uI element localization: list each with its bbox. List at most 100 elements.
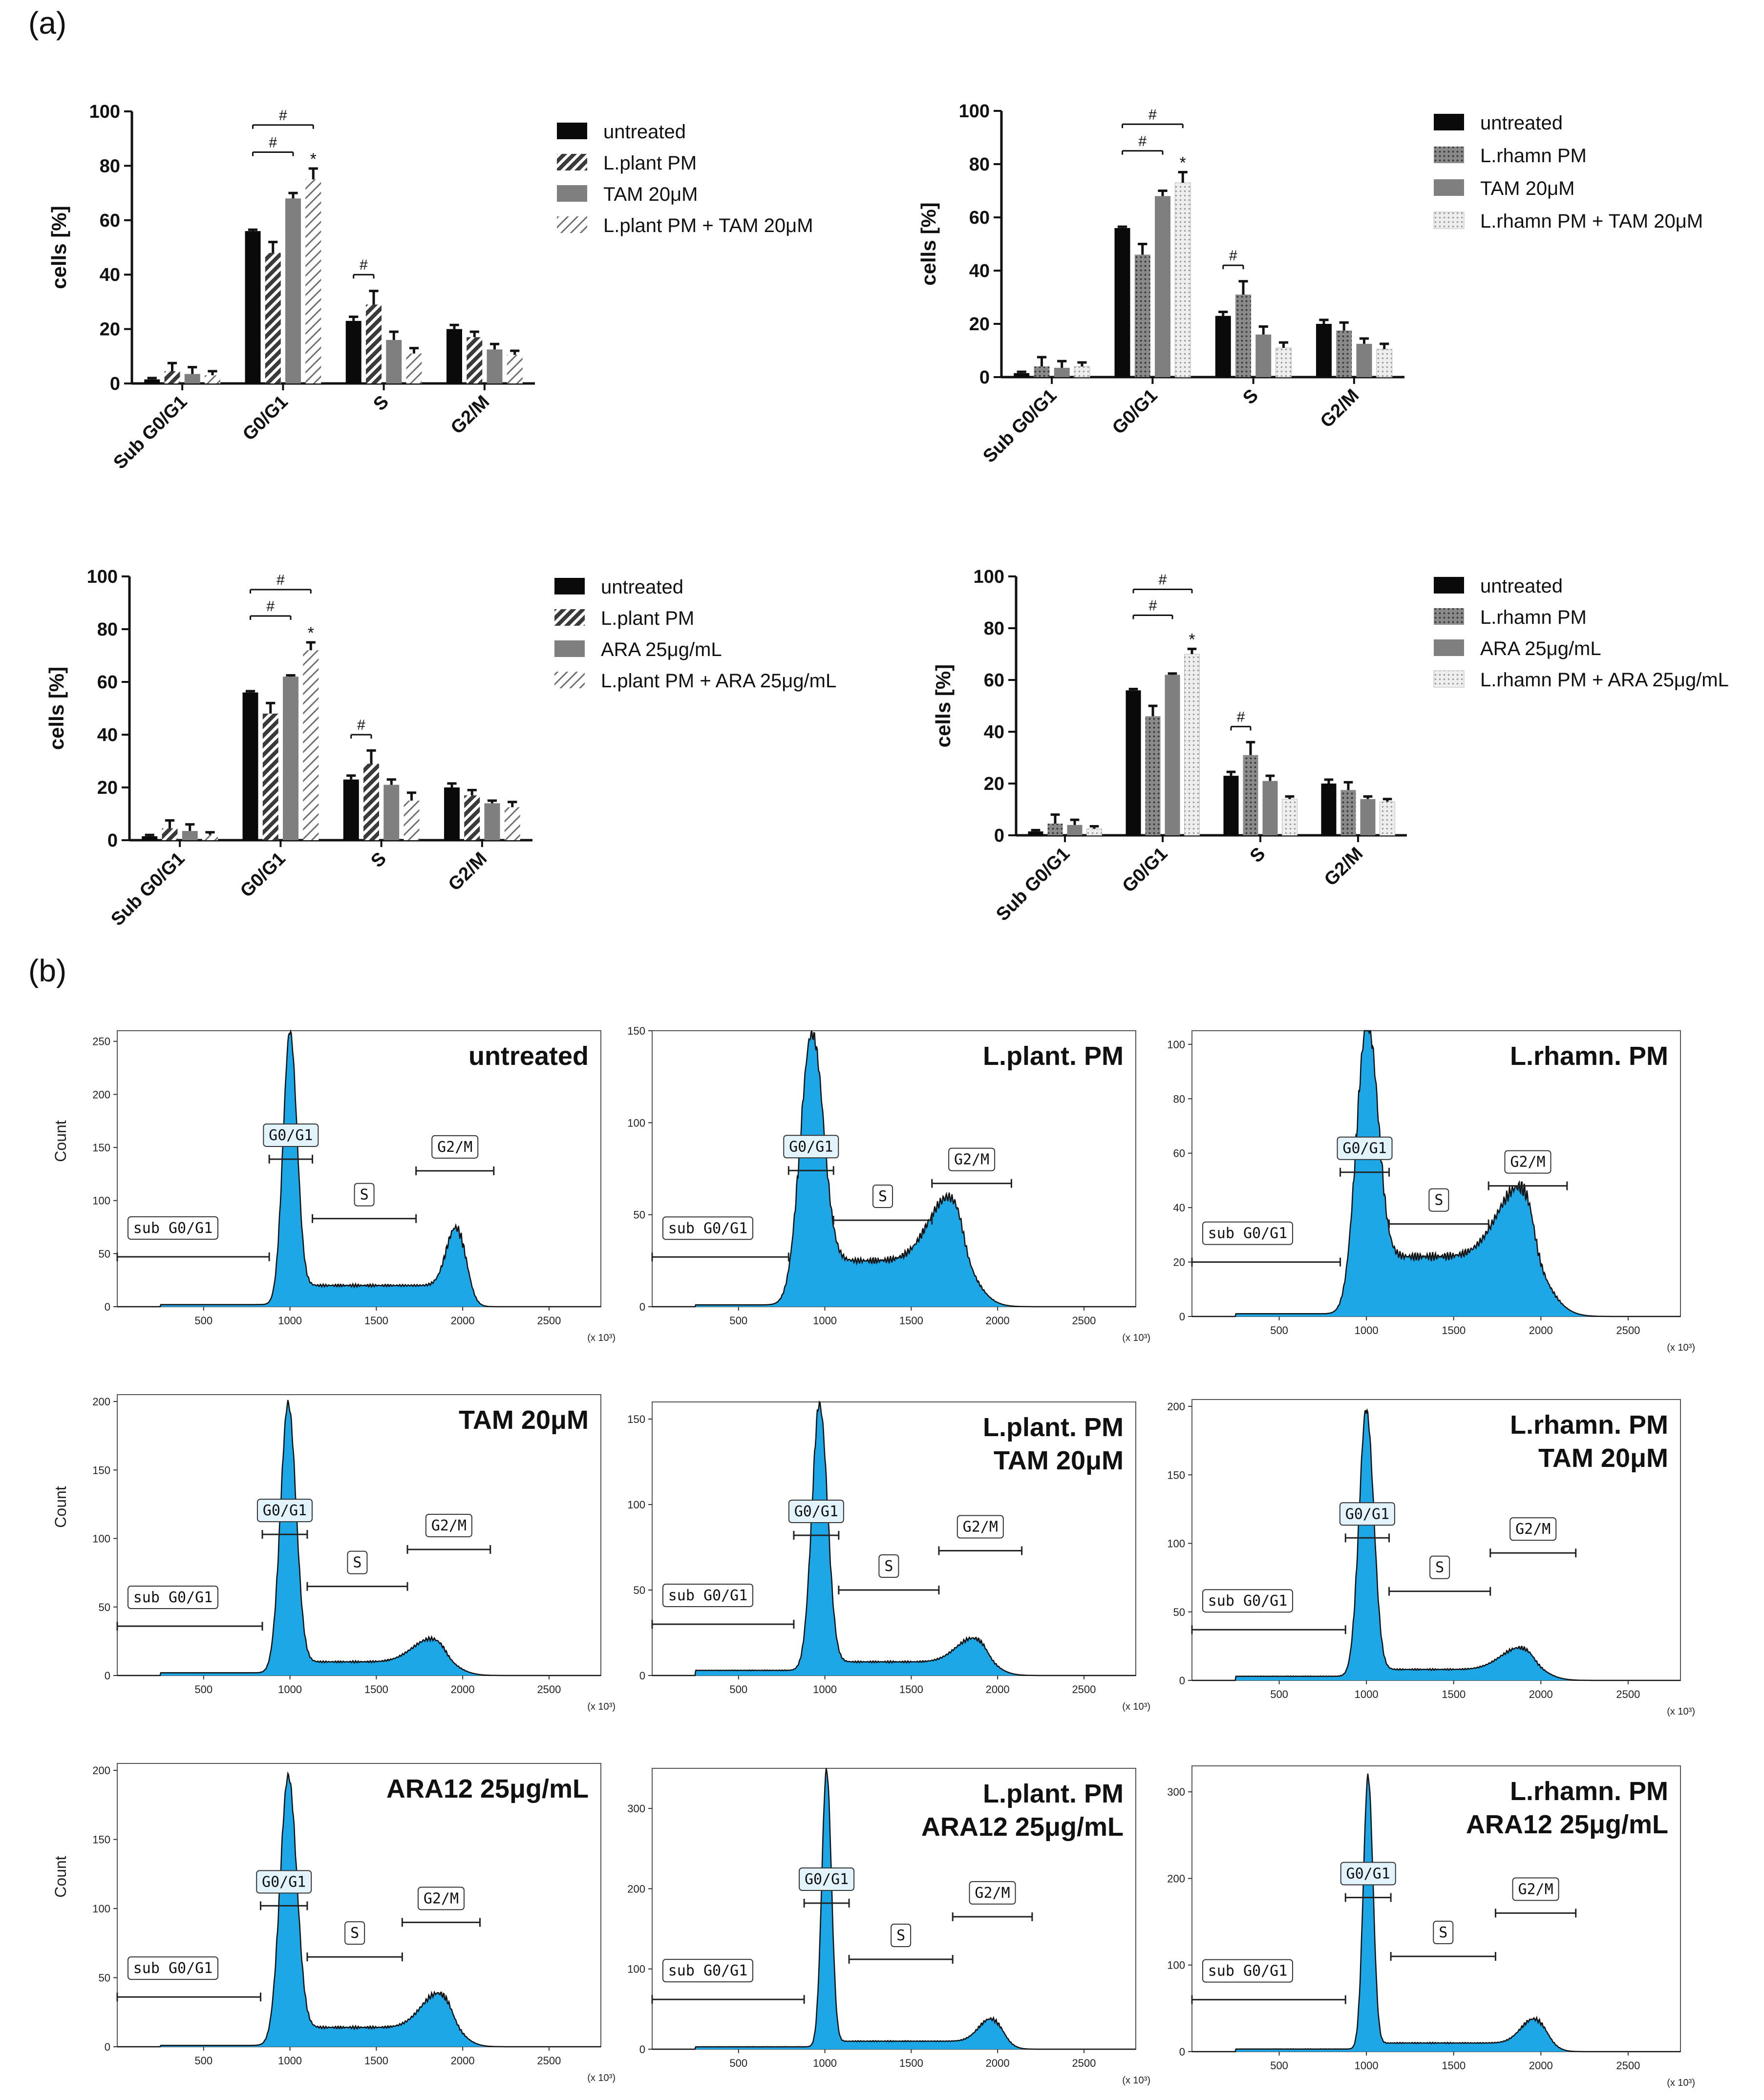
legend-swatch-black	[557, 123, 587, 139]
bar-dark_dots	[1034, 366, 1050, 377]
significance-star: *	[310, 150, 317, 169]
bar-dark_dots	[1235, 295, 1251, 377]
y-tick-label: 0	[110, 374, 120, 394]
legend-swatch-dark_hatch	[554, 609, 585, 626]
bar-light_hatch	[205, 375, 220, 383]
y-axis-label: cells [%]	[45, 667, 68, 750]
gate-label-box	[662, 1584, 753, 1607]
hist-y-tick-label: 150	[627, 1413, 645, 1425]
gate-label: G2/M	[437, 1139, 472, 1156]
bar-light_hatch	[504, 807, 520, 840]
bar-black	[343, 779, 359, 840]
bar-black	[1126, 690, 1141, 835]
gate-label-box	[948, 1147, 996, 1171]
bar-chart-bar-plant-ara: 0 20 40 60 80 100 cells [%] Sub G0/G1 G0/G1 S G2/M…	[45, 567, 836, 930]
gate-label-box	[1202, 1959, 1293, 1983]
y-tick-label: 40	[97, 725, 118, 745]
hist-y-tick-label: 100	[92, 1903, 110, 1915]
gate-label-box	[1202, 1221, 1293, 1245]
histogram-area	[652, 1768, 1136, 2049]
y-tick-label: 0	[107, 830, 118, 851]
gate-label: sub G0/G1	[1208, 1592, 1288, 1610]
hist-title: ARA12 25μg/mL	[921, 1812, 1124, 1842]
y-tick-label: 60	[100, 211, 120, 231]
hist-y-tick-label: 150	[92, 1834, 110, 1846]
hist-x-tick-label: 2000	[1529, 2059, 1553, 2072]
hist-x-tick-label: 2000	[986, 1315, 1010, 1327]
legend-label: L.plant PM	[603, 152, 697, 174]
legend-swatch-black	[1434, 114, 1464, 130]
hist-y-tick-label: 200	[1167, 1872, 1185, 1885]
hist-y-tick-label: 50	[634, 1584, 645, 1596]
hist-x-tick-label: 2000	[986, 1683, 1010, 1696]
y-tick-label: 40	[969, 261, 990, 281]
gate-label-box	[1202, 1589, 1293, 1613]
hist-x-unit: (x 10³)	[1667, 2078, 1695, 2088]
gate-label-box	[799, 1867, 855, 1891]
hist-title: L.rhamn. PM	[1510, 1777, 1668, 1806]
legend-label: L.rhamn PM + ARA 25μg/mL	[1480, 669, 1729, 691]
legend-swatch-light_dots	[1433, 212, 1465, 229]
bar-black	[1014, 373, 1030, 377]
hist-y-tick-label: 0	[639, 1670, 645, 1682]
hist-y-tick-label: 200	[1167, 1400, 1185, 1413]
hist-y-tick-label: 150	[92, 1142, 110, 1154]
hist-x-unit: (x 10³)	[1122, 1333, 1150, 1343]
hist-x-tick-label: 2500	[537, 2055, 561, 2067]
histogram-area	[117, 1400, 601, 1676]
histogram-hist-plant-ara: 0 100 200 300 500 1000 1500 2000 2500 (x 10³) L.pl…	[627, 1768, 1150, 2086]
legend-swatch-gray	[554, 640, 585, 657]
gate-label: sub G0/G1	[668, 1220, 748, 1237]
gate-label-box	[783, 1135, 839, 1159]
x-tick-label: Sub G0/G1	[979, 385, 1061, 467]
hist-y-axis-label: Count	[52, 1120, 69, 1162]
hist-x-tick-label: 500	[194, 1315, 213, 1327]
hist-x-tick-label: 2000	[451, 1315, 475, 1327]
hist-x-tick-label: 1000	[278, 2055, 302, 2067]
histogram-outline	[652, 1400, 1136, 1676]
bar-black	[345, 320, 361, 383]
hist-x-tick-label: 1000	[1355, 1688, 1379, 1700]
histogram-outline	[652, 1768, 1136, 2050]
legend-swatch-dark_hatch	[557, 154, 587, 170]
bar-light_hatch	[303, 650, 319, 840]
legend-label: L.rhamn PM + TAM 20μM	[1480, 211, 1703, 232]
gate-label-box	[1504, 1150, 1551, 1174]
hist-x-tick-label: 1000	[1355, 2059, 1379, 2072]
bar-dark_hatch	[363, 764, 379, 840]
significance-mark: #	[1138, 133, 1147, 149]
histogram-area	[1192, 1031, 1680, 1316]
x-tick-label: Sub G0/G1	[107, 848, 189, 930]
hist-x-tick-label: 1000	[813, 1315, 837, 1327]
hist-y-tick-label: 80	[1173, 1093, 1185, 1105]
gate-label: S	[353, 1554, 361, 1571]
legend-label: L.plant PM + ARA 25μg/mL	[601, 670, 836, 692]
y-axis-label: cells [%]	[932, 664, 955, 747]
bar-gray	[383, 785, 400, 840]
hist-title: TAM 20μM	[994, 1446, 1124, 1475]
gate-label-box	[128, 1586, 218, 1610]
gate-label: sub G0/G1	[1208, 1963, 1288, 1980]
gate-label-box	[256, 1870, 312, 1894]
histogram-outline	[1192, 1408, 1680, 1681]
significance-mark: #	[357, 717, 365, 733]
gate-label-box	[128, 1216, 218, 1240]
significance-mark: #	[1229, 248, 1237, 264]
hist-y-tick-label: 100	[627, 1117, 645, 1129]
bar-dark_hatch	[162, 828, 178, 840]
histogram-area	[117, 1031, 601, 1307]
histogram-area	[117, 1773, 601, 2047]
hist-x-tick-label: 1500	[899, 2057, 923, 2069]
histogram-hist-plant-tam: 0 50 100 150 500 1000 1500 2000 2500 (x 10³) L.pla…	[627, 1400, 1150, 1712]
histogram-outline	[117, 1400, 601, 1676]
hist-x-unit: (x 10³)	[587, 2073, 616, 2083]
y-tick-label: 0	[979, 367, 990, 388]
y-axis-label: cells [%]	[47, 206, 70, 289]
hist-y-tick-label: 100	[1167, 1039, 1185, 1051]
y-tick-label: 20	[100, 319, 120, 340]
bar-light_hatch	[404, 801, 420, 840]
significance-mark: #	[360, 257, 368, 273]
hist-x-tick-label: 1500	[364, 1683, 388, 1696]
gate-label-box	[891, 1924, 912, 1947]
gate-label-box	[956, 1515, 1004, 1539]
